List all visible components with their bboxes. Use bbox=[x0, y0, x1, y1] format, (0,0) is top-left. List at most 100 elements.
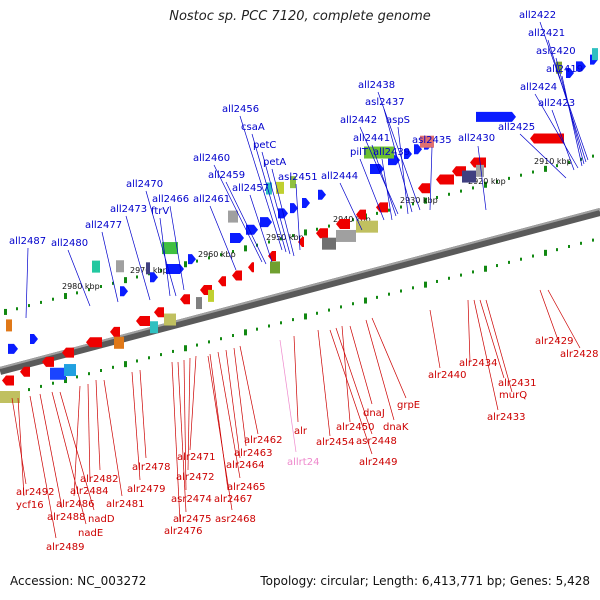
gene-label[interactable]: all2461 bbox=[193, 194, 230, 205]
gene-label[interactable]: alr2467 bbox=[214, 494, 252, 505]
gene-label[interactable]: alr2465 bbox=[227, 482, 265, 493]
gene-label[interactable]: alr2471 bbox=[177, 452, 215, 463]
gene-label[interactable]: asl2435 bbox=[412, 135, 452, 146]
gene-label[interactable]: alr2464 bbox=[226, 460, 264, 471]
tick-mark bbox=[112, 281, 114, 285]
reverse-gene-arrow bbox=[376, 202, 388, 213]
gene-label[interactable]: alr2481 bbox=[106, 499, 144, 510]
tick-mark bbox=[532, 254, 534, 258]
gene-label[interactable]: alr2450 bbox=[336, 422, 374, 433]
gene-label[interactable]: alr2492 bbox=[16, 487, 54, 498]
reverse-gene-arrow bbox=[248, 262, 254, 273]
tick-mark bbox=[304, 313, 307, 320]
forward-leader-line bbox=[67, 249, 91, 307]
gene-label[interactable]: all2460 bbox=[193, 153, 230, 164]
gene-label[interactable]: all2423 bbox=[538, 98, 575, 109]
gene-label[interactable]: alr2476 bbox=[164, 526, 202, 537]
gene-label[interactable]: all2442 bbox=[340, 115, 377, 126]
gene-label[interactable]: all2439 bbox=[373, 147, 410, 158]
gene-label[interactable]: asr2468 bbox=[215, 514, 256, 525]
forward-leader-line bbox=[225, 181, 267, 265]
gene-label[interactable]: all2422 bbox=[519, 10, 556, 21]
gene-label[interactable]: all2438 bbox=[358, 80, 395, 91]
gene-label[interactable]: all2480 bbox=[51, 238, 88, 249]
tick-mark bbox=[124, 361, 127, 368]
gene-label[interactable]: alr2475 bbox=[173, 514, 211, 525]
gene-label[interactable]: asl2451 bbox=[278, 172, 318, 183]
gene-label[interactable]: pilT bbox=[350, 147, 369, 158]
gene-label[interactable]: all2424 bbox=[520, 82, 557, 93]
tick-mark bbox=[340, 305, 342, 309]
gene-label[interactable]: alr2472 bbox=[176, 472, 214, 483]
gene-label[interactable]: csaA bbox=[241, 122, 265, 133]
gene-label[interactable]: asl2437 bbox=[365, 97, 405, 108]
gene-label[interactable]: all2444 bbox=[321, 171, 358, 182]
gene-label[interactable]: grpE bbox=[397, 400, 420, 411]
gene-label[interactable]: alr2482 bbox=[80, 474, 118, 485]
tick-mark bbox=[580, 241, 582, 245]
tick-mark bbox=[352, 302, 354, 306]
gene-label[interactable]: petA bbox=[263, 157, 286, 168]
tick-mark bbox=[280, 321, 282, 325]
gene-label[interactable]: nadD bbox=[88, 514, 115, 525]
gene-label[interactable]: asr2474 bbox=[171, 494, 212, 505]
reverse-gene-arrow bbox=[20, 366, 30, 377]
gene-label[interactable]: aspS bbox=[386, 115, 410, 126]
gene-label[interactable]: murQ bbox=[499, 390, 527, 401]
gene-label[interactable]: petC bbox=[253, 140, 276, 151]
gene-label[interactable]: all2421 bbox=[528, 28, 565, 39]
gene-label[interactable]: alr2463 bbox=[234, 448, 272, 459]
reverse-gene-arrow bbox=[316, 228, 328, 239]
gene-label[interactable]: ycf16 bbox=[16, 500, 44, 511]
gene-label[interactable]: alr2434 bbox=[459, 358, 497, 369]
gene-label[interactable]: alr2479 bbox=[127, 484, 165, 495]
gene-label[interactable]: asl2420 bbox=[536, 46, 576, 57]
gene-label[interactable]: alr2484 bbox=[70, 486, 108, 497]
forward-leader-line bbox=[271, 168, 295, 257]
gene-label[interactable]: dnaJ bbox=[363, 408, 385, 419]
gene-label[interactable]: all2425 bbox=[498, 122, 535, 133]
gene-label[interactable]: all2456 bbox=[222, 104, 259, 115]
gene-label[interactable]: alr2478 bbox=[132, 462, 170, 473]
tick-mark bbox=[172, 349, 174, 353]
forward-leader-line bbox=[359, 158, 385, 221]
gene-label[interactable]: all2477 bbox=[85, 220, 122, 231]
forward-gene-arrow bbox=[302, 197, 310, 208]
gene-label[interactable]: all2473 bbox=[110, 204, 147, 215]
gene-label[interactable]: asr2448 bbox=[356, 436, 397, 447]
gene-label[interactable]: all2419 bbox=[546, 64, 583, 75]
tick-mark bbox=[100, 285, 102, 288]
gene-label[interactable]: dnaK bbox=[383, 422, 409, 433]
gene-label[interactable]: nadE bbox=[78, 528, 103, 539]
tick-mark bbox=[88, 288, 90, 292]
tick-mark bbox=[496, 264, 498, 268]
reverse-leader-line bbox=[95, 379, 101, 471]
gene-label[interactable]: alr2449 bbox=[359, 457, 397, 468]
tick-mark bbox=[292, 234, 294, 238]
gene-label[interactable]: all2430 bbox=[458, 133, 495, 144]
gene-label[interactable]: alr2462 bbox=[244, 435, 282, 446]
forward-leader-line bbox=[261, 151, 291, 255]
gene-label[interactable]: allrt24 bbox=[287, 457, 319, 468]
gene-label[interactable]: alr bbox=[294, 426, 308, 437]
gene-label[interactable]: ftrV bbox=[151, 206, 169, 217]
gene-label[interactable]: all2457 bbox=[232, 183, 269, 194]
gene-label[interactable]: alr2454 bbox=[316, 437, 354, 448]
gene-label[interactable]: all2487 bbox=[9, 236, 46, 247]
gene-label[interactable]: all2459 bbox=[208, 170, 245, 181]
gene-label[interactable]: all2441 bbox=[353, 133, 390, 144]
reverse-gene-arrow bbox=[436, 174, 454, 185]
gene-label[interactable]: alr2440 bbox=[428, 370, 466, 381]
gene-label[interactable]: alr2488 bbox=[47, 512, 85, 523]
tick-mark bbox=[244, 329, 247, 336]
gene-label[interactable]: all2470 bbox=[126, 179, 163, 190]
gene-label[interactable]: alr2429 bbox=[535, 336, 573, 347]
gene-label[interactable]: alr2431 bbox=[498, 378, 536, 389]
gene-label[interactable]: alr2428 bbox=[560, 349, 598, 360]
reverse-gene-arrow bbox=[298, 237, 304, 248]
tick-mark bbox=[232, 334, 234, 338]
gene-label[interactable]: alr2486 bbox=[56, 499, 94, 510]
gene-label[interactable]: all2466 bbox=[152, 194, 189, 205]
gene-label[interactable]: alr2433 bbox=[487, 412, 525, 423]
gene-label[interactable]: alr2489 bbox=[46, 542, 84, 553]
